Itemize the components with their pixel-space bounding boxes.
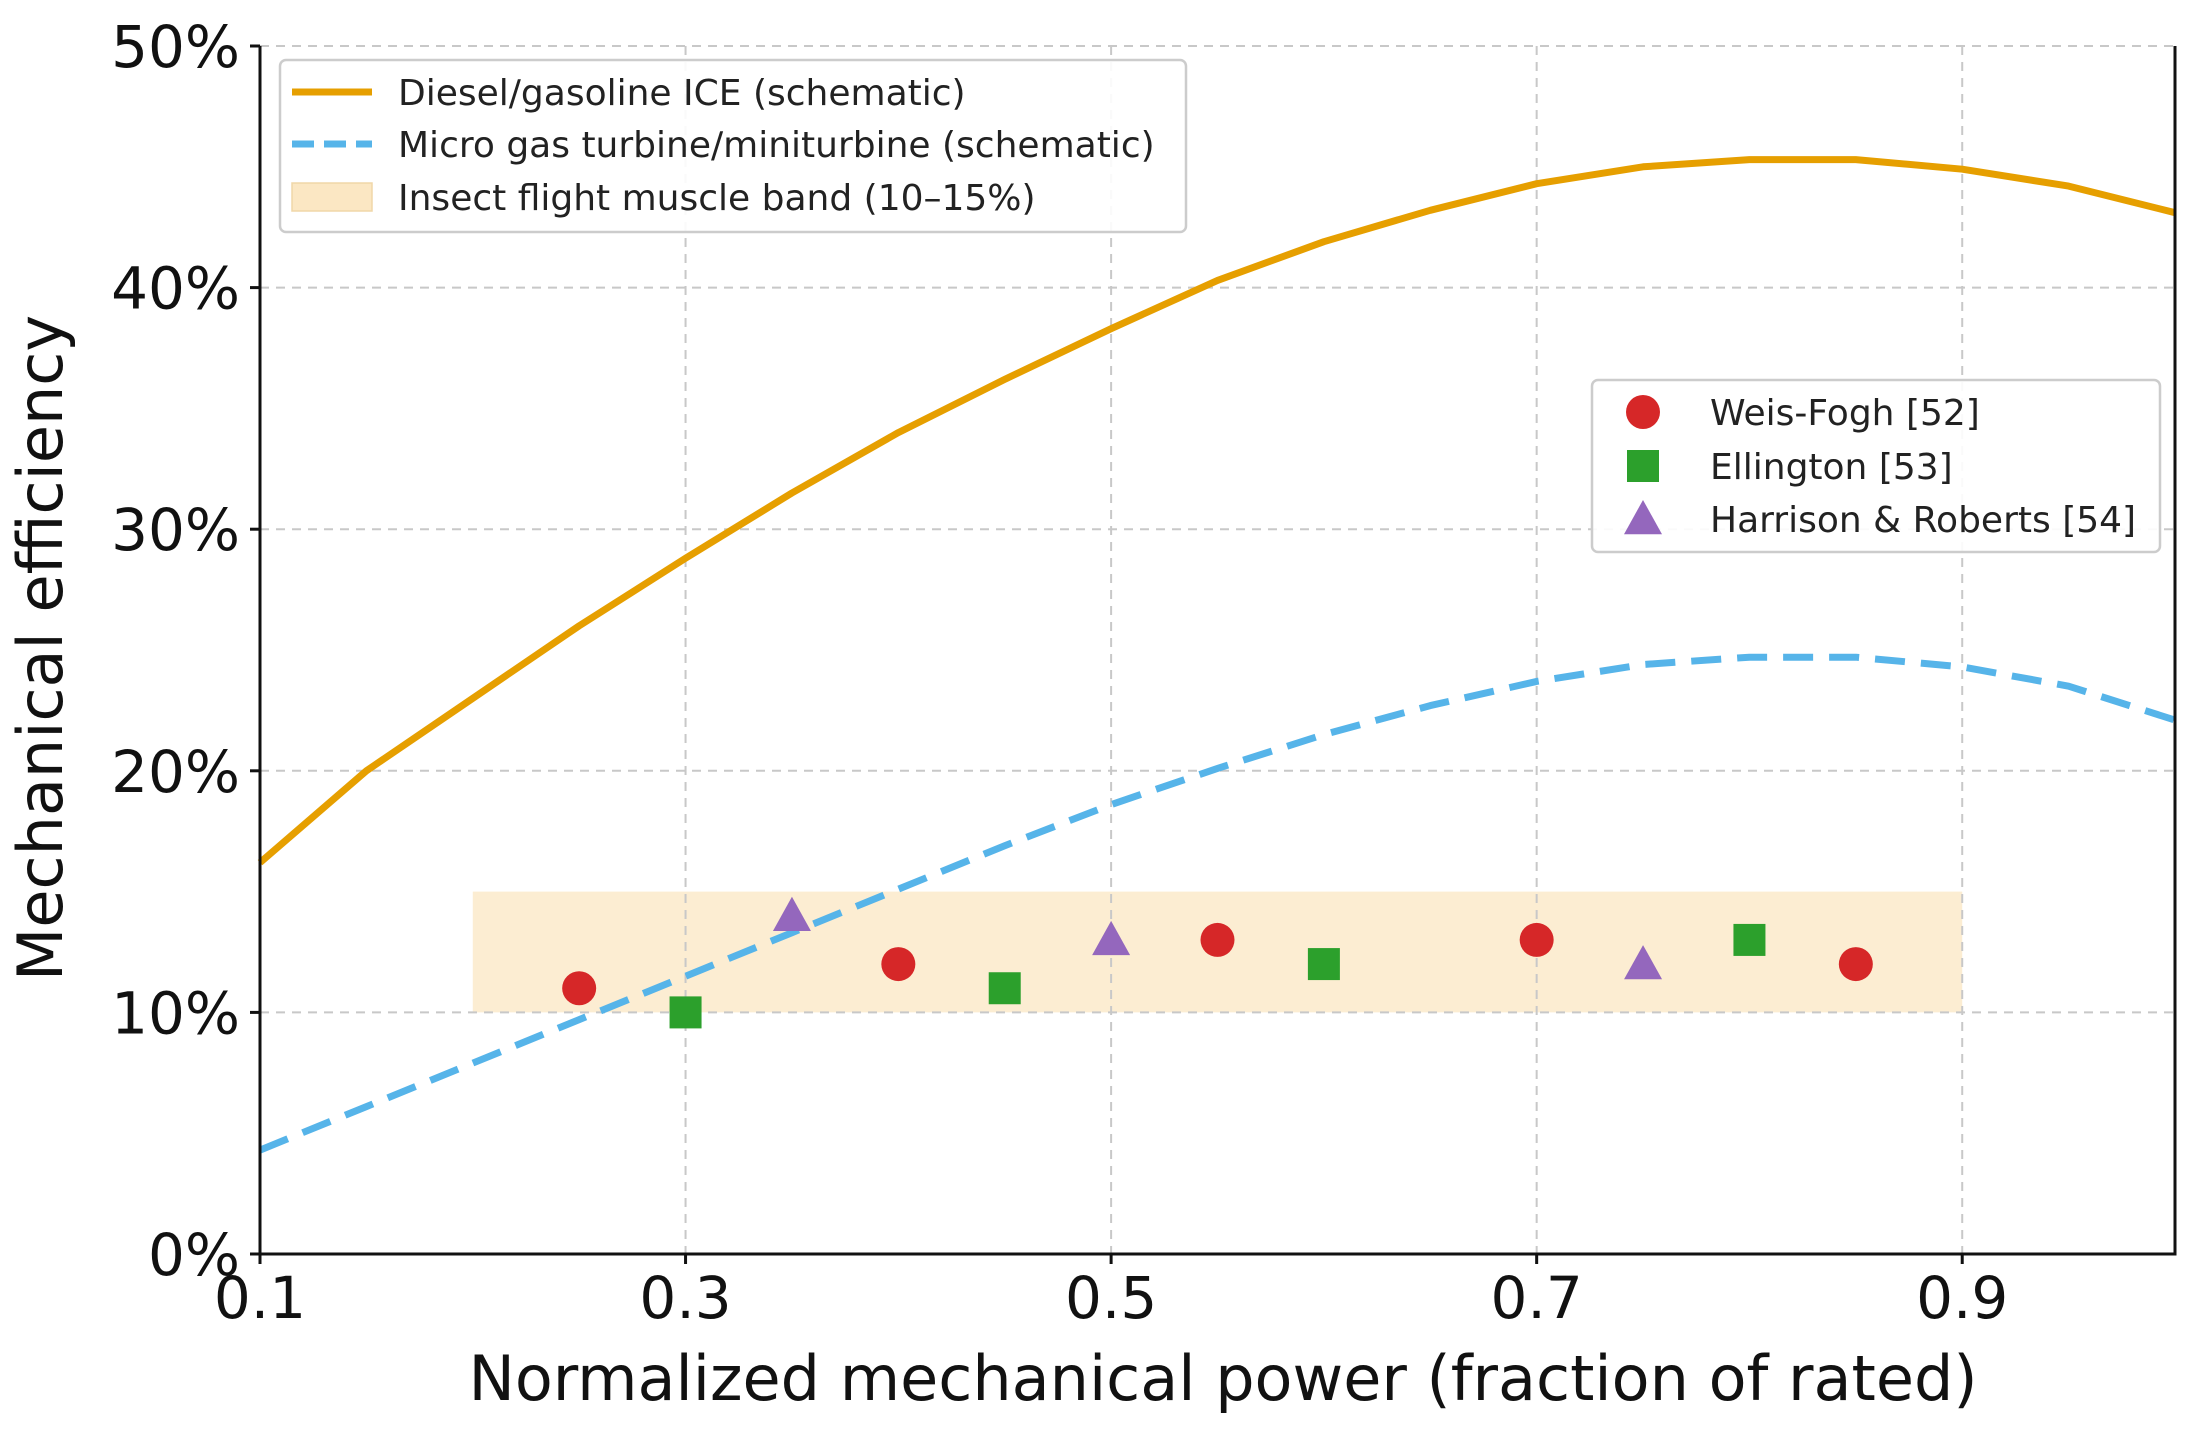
axis-frame xyxy=(258,46,2177,1256)
x-tick-label: 0.9 xyxy=(1916,1264,2008,1332)
weis-fogh-point xyxy=(881,947,916,982)
ellington-point xyxy=(988,972,1021,1005)
ellington-point xyxy=(1733,923,1766,956)
weis-fogh-point xyxy=(562,971,597,1006)
y-axis-label: Mechanical efficiency xyxy=(4,315,77,981)
x-tick-label: 0.1 xyxy=(214,1264,306,1332)
x-tick-label: 0.7 xyxy=(1491,1264,1583,1332)
y-tick-label: 0% xyxy=(148,1221,240,1289)
legend-harrison-roberts-marker xyxy=(1624,500,1662,535)
x-axis-label: Normalized mechanical power (fraction of… xyxy=(468,1342,1977,1415)
harrison-roberts-point xyxy=(772,896,811,931)
micro-turbine-efficiency-line xyxy=(258,653,2177,1154)
legend-weis-fogh-marker xyxy=(1626,395,1660,429)
legend-label: Insect flight muscle band (10–15%) xyxy=(398,178,1036,219)
ellington-point xyxy=(1307,948,1340,981)
harrison-roberts-point xyxy=(1092,920,1131,956)
y-tick-label: 40% xyxy=(111,255,240,323)
weis-fogh-point xyxy=(1519,922,1554,957)
legend-band-swatch xyxy=(291,182,373,212)
x-tick-label: 0.5 xyxy=(1065,1264,1157,1332)
harrison-roberts-point xyxy=(1624,945,1663,980)
y-tick-label: 20% xyxy=(111,738,240,806)
legend-label: Ellington [53] xyxy=(1710,447,1953,488)
legend-lines-box xyxy=(278,58,1188,234)
weis-fogh-point xyxy=(1200,922,1235,957)
legend-points-box xyxy=(1590,378,2162,554)
x-tick-label: 0.3 xyxy=(639,1264,731,1332)
y-tick-label: 10% xyxy=(111,979,240,1047)
legend-label: Weis-Fogh [52] xyxy=(1710,393,1980,434)
ice-efficiency-line xyxy=(257,156,2176,866)
y-tick-label: 50% xyxy=(111,13,240,81)
y-tick-label: 30% xyxy=(111,496,240,564)
legend-label: Harrison & Roberts [54] xyxy=(1710,500,2136,541)
legend-ellington-marker xyxy=(1627,450,1659,482)
legend-label: Diesel/gasoline ICE (schematic) xyxy=(398,73,966,114)
weis-fogh-point xyxy=(1838,947,1873,982)
legend-label: Micro gas turbine/miniturbine (schematic… xyxy=(398,125,1155,166)
ellington-point xyxy=(669,996,702,1029)
